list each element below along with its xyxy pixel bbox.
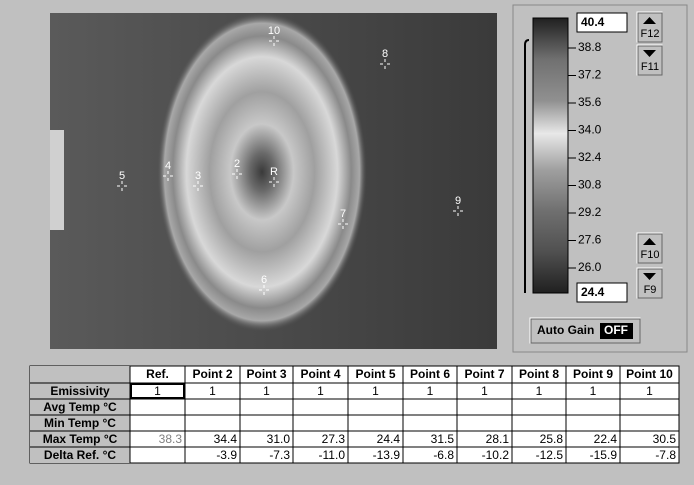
marker-label: 5 (119, 170, 125, 182)
column-header: Point 10 (626, 367, 673, 381)
cell[interactable]: 1 (646, 384, 653, 398)
cell[interactable]: 1 (372, 384, 379, 398)
cell: 22.4 (594, 432, 618, 446)
cell: 31.0 (267, 432, 291, 446)
marker-label: 6 (261, 274, 267, 286)
step-button[interactable]: F12 (637, 12, 662, 42)
cell: -6.8 (433, 448, 454, 462)
hot-edge (50, 130, 64, 230)
scale-input-value: 40.4 (581, 15, 605, 29)
cell[interactable]: 1 (590, 384, 597, 398)
row-header: Min Temp °C (44, 416, 116, 430)
auto-gain-state: OFF (604, 323, 628, 337)
app-window: 10 8 4 2 5 3 R 7 9 6 40.4 24.4 38.8 37.2 35.6 34.0 32.4… (0, 0, 694, 485)
marker-label: 10 (268, 25, 280, 37)
cell[interactable]: 1 (481, 384, 488, 398)
cell: 28.1 (486, 432, 510, 446)
step-button[interactable]: F10 (637, 233, 662, 263)
scale-label: 38.8 (578, 40, 602, 54)
marker-label: R (270, 166, 278, 178)
column-header: Point 9 (573, 367, 613, 381)
cell[interactable]: 1 (536, 384, 543, 398)
row-header: Max Temp °C (43, 432, 118, 446)
cell[interactable]: 1 (263, 384, 270, 398)
cell: 34.4 (214, 432, 238, 446)
table-corner (30, 366, 130, 383)
cell: -12.5 (536, 448, 564, 462)
scale-label: 30.8 (578, 178, 602, 192)
scale-label: 26.0 (578, 260, 602, 274)
cell[interactable]: 1 (427, 384, 434, 398)
column-header: Point 3 (246, 367, 286, 381)
cell[interactable]: 1 (317, 384, 324, 398)
cell: 24.4 (377, 432, 401, 446)
scale-label: 32.4 (578, 150, 602, 164)
cell: -3.9 (216, 448, 237, 462)
column-header: Point 4 (300, 367, 340, 381)
scale-input-value: 24.4 (581, 285, 605, 299)
column-header: Ref. (146, 367, 169, 381)
column-header: Point 5 (355, 367, 395, 381)
row-header: Avg Temp °C (43, 400, 117, 414)
step-button[interactable]: F11 (637, 45, 662, 75)
cell[interactable]: 1 (154, 384, 161, 398)
cell: 25.8 (540, 432, 564, 446)
cell: -11.0 (319, 448, 346, 462)
button-label: F12 (641, 28, 660, 40)
button-label: F11 (641, 61, 659, 73)
marker-label: 9 (455, 195, 461, 207)
column-header: Point 7 (464, 367, 504, 381)
scale-label: 34.0 (578, 123, 602, 137)
cell: 38.3 (159, 432, 183, 446)
thermal-image (50, 12, 497, 349)
marker-label: 7 (340, 208, 346, 220)
row-header: Emissivity (50, 384, 110, 398)
scale-label: 27.6 (578, 233, 602, 247)
column-header: Point 8 (519, 367, 559, 381)
cell: -7.8 (655, 448, 676, 462)
button-label: F9 (644, 284, 657, 296)
auto-gain-label: Auto Gain (537, 323, 594, 337)
marker-label: 4 (165, 160, 171, 172)
button-label: F10 (641, 249, 660, 261)
marker-label: 8 (382, 48, 388, 60)
scale-label: 37.2 (578, 68, 602, 82)
column-header: Point 6 (410, 367, 450, 381)
cell: -15.9 (590, 448, 618, 462)
step-button[interactable]: F9 (637, 268, 662, 298)
color-scale (533, 18, 568, 293)
cell: -7.3 (269, 448, 290, 462)
cell: -13.9 (373, 448, 401, 462)
scale-label: 29.2 (578, 205, 602, 219)
marker-label: 3 (195, 170, 201, 182)
cell[interactable]: 1 (209, 384, 216, 398)
scale-label: 35.6 (578, 95, 602, 109)
column-header: Point 2 (192, 367, 232, 381)
cell: 27.3 (322, 432, 346, 446)
cell: -10.2 (482, 448, 510, 462)
marker-label: 2 (234, 158, 240, 170)
row-header: Delta Ref. °C (44, 448, 116, 462)
cell: 31.5 (431, 432, 455, 446)
cell: 30.5 (653, 432, 677, 446)
